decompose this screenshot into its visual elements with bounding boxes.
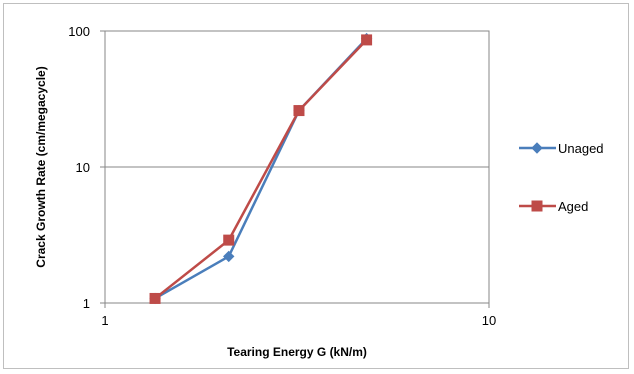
grid-layer	[105, 30, 489, 304]
y-tick-label: 1	[83, 296, 90, 311]
series-layer	[149, 32, 373, 305]
series-line-aged	[154, 39, 368, 300]
series-line-unaged	[154, 37, 368, 300]
series-aged	[149, 34, 373, 304]
y-tick-label: 10	[76, 160, 90, 175]
legend-item-aged: Aged	[519, 199, 588, 214]
legend-item-unaged: Unaged	[519, 141, 604, 156]
data-point-unaged	[223, 250, 235, 263]
data-point-aged	[149, 292, 161, 304]
legend-label-aged: Aged	[558, 199, 588, 214]
x-tick-label: 10	[482, 313, 496, 328]
data-point-aged	[361, 34, 373, 46]
chart-frame	[3, 3, 629, 369]
data-point-aged	[223, 234, 235, 246]
y-tick-label: 100	[68, 24, 90, 39]
x-tick-label: 1	[101, 313, 108, 328]
y-axis-title: Crack Growth Rate (cm/megacycle)	[34, 66, 48, 267]
legend: Unaged Aged	[519, 141, 604, 214]
data-point-aged	[293, 105, 305, 117]
legend-marker-unaged	[531, 142, 543, 154]
series-unaged	[149, 32, 373, 305]
legend-label-unaged: Unaged	[558, 141, 604, 156]
legend-marker-aged	[531, 200, 543, 212]
x-axis-title: Tearing Energy G (kN/m)	[227, 345, 367, 359]
tick-layer: 1 10 100 1 10	[68, 24, 496, 328]
